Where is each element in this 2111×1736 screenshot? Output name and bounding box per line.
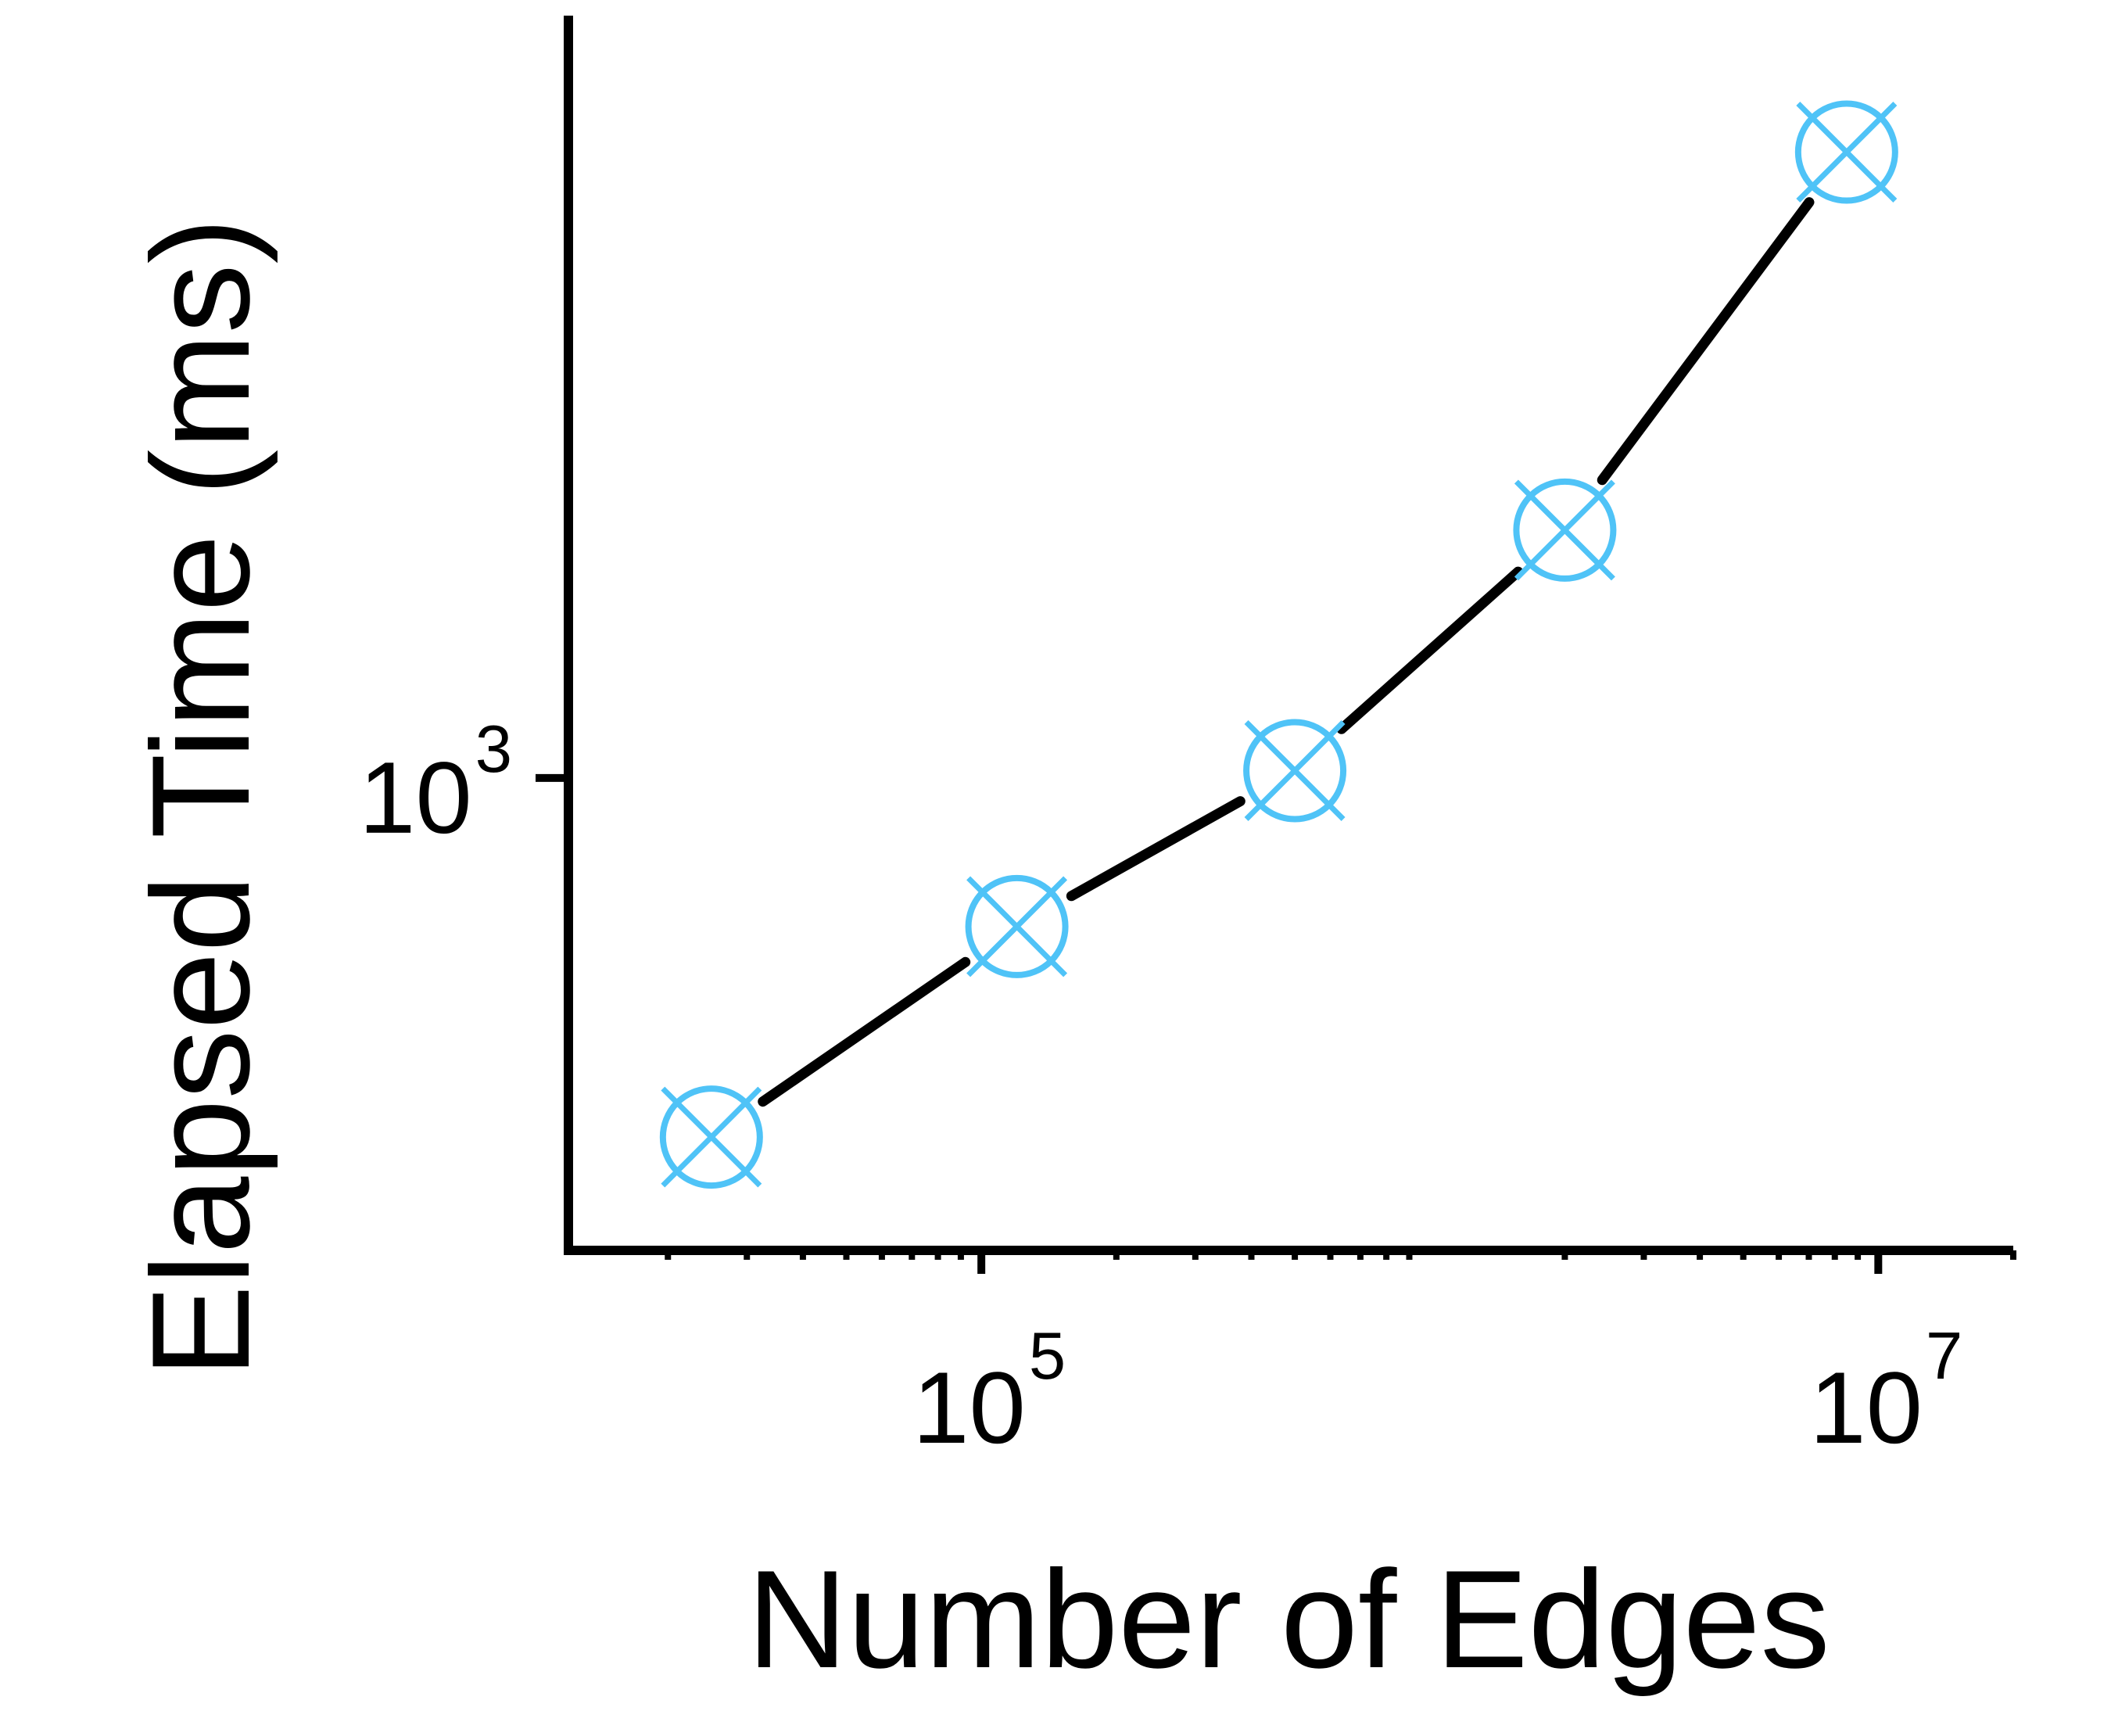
- y-tick-label: 103: [359, 712, 512, 855]
- x-axis-label: Number of Edges: [747, 1541, 1830, 1697]
- data-point-marker: [965, 874, 1069, 978]
- data-point-marker: [1243, 719, 1347, 823]
- x-tick-label-base: 10: [912, 1350, 1026, 1465]
- y-tick-label-base: 10: [359, 741, 472, 855]
- x-tick-label: 107: [1809, 1319, 1962, 1465]
- series-line-segment: [758, 956, 971, 1107]
- plot-markers: [659, 100, 1898, 1189]
- data-point-marker: [1794, 100, 1898, 204]
- ticks: [536, 773, 2016, 1274]
- series-line-segment: [1597, 197, 1815, 486]
- axes: [564, 16, 2013, 1255]
- x-tick-label-exponent: 5: [1029, 1319, 1066, 1393]
- y-tick-label-exponent: 3: [475, 712, 512, 787]
- series-line-segment: [1066, 796, 1245, 902]
- x-tick-label: 105: [912, 1319, 1066, 1465]
- data-point-marker: [659, 1085, 763, 1189]
- plot-lines: [758, 197, 1815, 1107]
- data-point-marker: [1513, 478, 1617, 582]
- series-line-segment: [1336, 566, 1524, 734]
- x-tick-label-exponent: 7: [1926, 1319, 1962, 1393]
- y-axis-label: Elapsed Time (ms): [123, 217, 278, 1378]
- x-tick-label-base: 10: [1809, 1350, 1923, 1465]
